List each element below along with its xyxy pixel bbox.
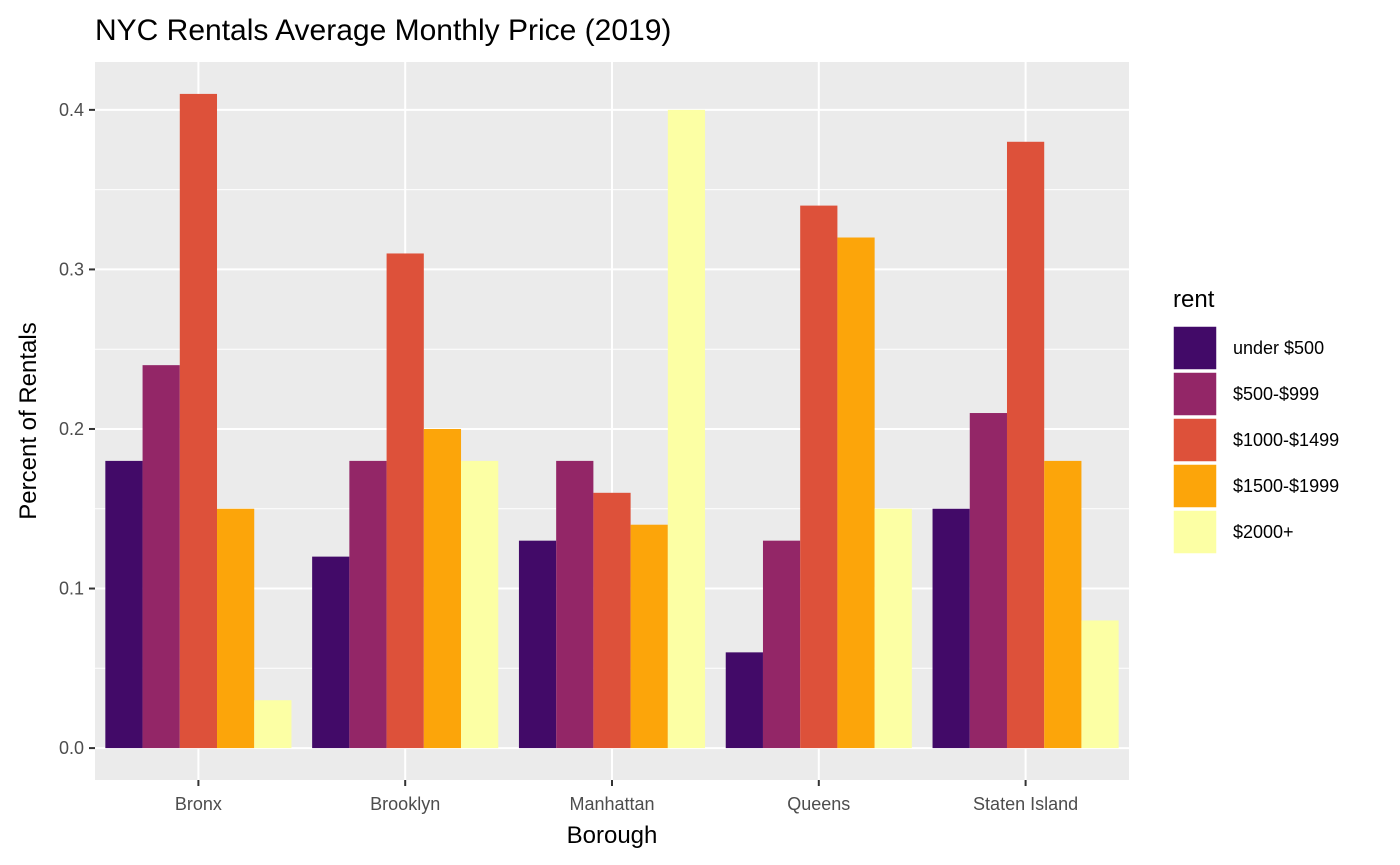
bar [630,524,668,749]
legend-label: $2000+ [1233,522,1294,542]
legend-label: $500-$999 [1233,384,1319,404]
y-tick-label: 0.3 [59,259,84,279]
legend-label: under $500 [1233,338,1324,358]
bar [593,492,631,749]
bar [762,540,801,749]
bar [423,428,462,749]
x-tick-label: Brooklyn [370,794,440,814]
bar [556,460,594,749]
bar [667,109,706,749]
legend: rent under $500 $500-$999 $1000-$1499 $1500… [1172,286,1339,555]
bar [254,700,292,749]
bar [142,365,180,749]
chart-title: NYC Rentals Average Monthly Price (2019) [95,14,671,47]
bar [312,556,350,749]
x-axis: Bronx Brooklyn Manhattan Queens Staten Islan… [175,780,1078,814]
legend-title: rent [1173,286,1215,313]
bar [874,508,912,749]
x-tick-label: Manhattan [569,794,654,814]
bar [837,237,875,749]
legend-swatch [1172,417,1218,463]
bar [349,460,387,749]
bars [105,93,1119,749]
legend-swatch [1172,509,1218,555]
x-tick-label: Staten Island [973,794,1078,814]
x-tick-label: Bronx [175,794,222,814]
bar [1006,141,1045,749]
legend-label: $1500-$1999 [1233,476,1339,496]
legend-swatch [1172,463,1218,509]
y-tick-label: 0.0 [59,738,84,758]
y-tick-label: 0.1 [59,579,84,599]
bar [461,460,499,749]
y-tick-label: 0.2 [59,419,84,439]
bar [105,460,143,749]
legend-label: $1000-$1499 [1233,430,1339,450]
legend-swatch [1172,325,1218,371]
bar [932,508,970,749]
bar [1081,620,1119,749]
bar [969,413,1007,749]
y-tick-label: 0.4 [59,100,84,120]
bar [800,205,838,749]
x-axis-title: Borough [567,822,658,849]
bar [386,253,424,749]
bar [217,508,255,749]
legend-swatch [1172,371,1218,417]
bar [179,93,218,749]
y-axis: 0.0 0.1 0.2 0.3 0.4 [59,100,95,758]
legend-items: under $500 $500-$999 $1000-$1499 $1500-$199… [1172,325,1339,555]
y-axis-title: Percent of Rentals [15,322,42,519]
bar [725,652,763,749]
x-tick-label: Queens [787,794,850,814]
bar [1044,460,1082,749]
bar [518,540,557,749]
